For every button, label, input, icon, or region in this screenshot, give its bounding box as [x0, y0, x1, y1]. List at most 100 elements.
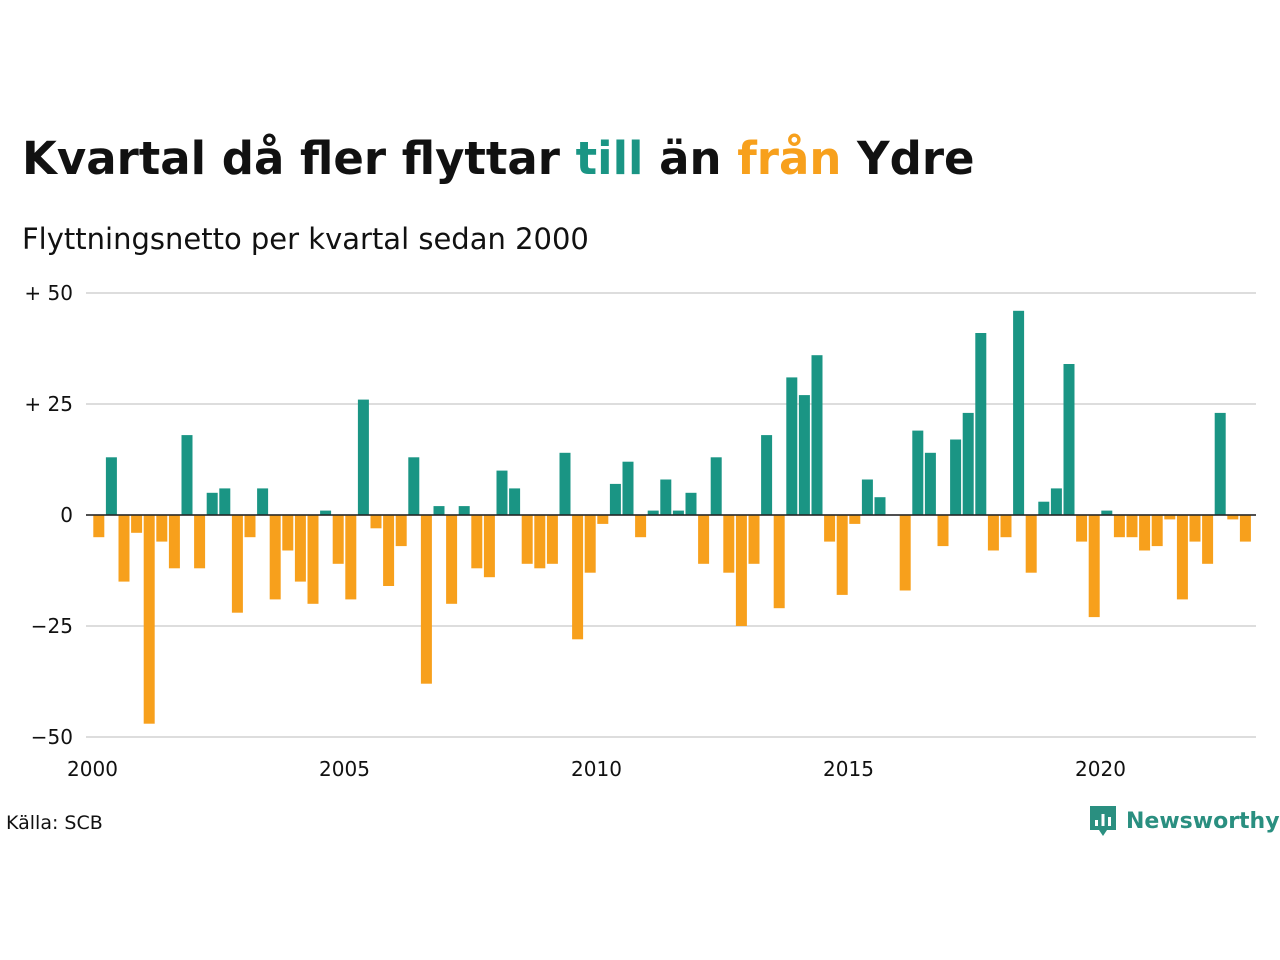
title-fran-highlight: från: [737, 132, 842, 185]
bar: [924, 452, 936, 515]
bar: [1164, 515, 1176, 520]
bar: [219, 488, 231, 515]
bar: [395, 515, 407, 547]
bar: [635, 515, 647, 538]
bar: [446, 515, 458, 604]
bar: [483, 515, 495, 578]
chart-title: Kvartal då fler flyttar till än från Ydr…: [22, 132, 975, 185]
bar: [231, 515, 243, 613]
bar: [1239, 515, 1251, 542]
bar: [282, 515, 294, 551]
bar: [1000, 515, 1012, 538]
bar-chart: + 50 + 25 0 −25 −50 2000 2005 2010 2015 2020: [24, 281, 1256, 781]
y-tick-label: 0: [60, 503, 73, 527]
bar: [1151, 515, 1163, 547]
bar: [420, 515, 432, 684]
bar: [1013, 310, 1025, 515]
bar: [370, 515, 382, 529]
bar: [521, 515, 533, 564]
bar: [1202, 515, 1214, 564]
bar: [383, 515, 395, 586]
chart-subtitle: Flyttningsnetto per kvartal sedan 2000: [22, 222, 589, 256]
bar: [798, 395, 810, 515]
bar: [861, 479, 873, 515]
y-tick-label: + 50: [24, 281, 73, 305]
title-part-3: Ydre: [841, 132, 975, 185]
bar: [1189, 515, 1201, 542]
bar: [698, 515, 710, 564]
bar: [294, 515, 306, 582]
bar: [105, 457, 117, 515]
x-tick-label: 2015: [823, 757, 874, 781]
y-tick-label: −25: [31, 614, 73, 638]
brand-logo: Newsworthy: [1088, 804, 1280, 838]
bar: [748, 515, 760, 564]
bar: [987, 515, 999, 551]
bar: [647, 510, 659, 515]
bar: [1076, 515, 1088, 542]
bar: [572, 515, 584, 640]
bar: [194, 515, 206, 569]
bar: [950, 439, 962, 515]
y-tick-label: + 25: [24, 392, 73, 416]
bar: [597, 515, 609, 524]
bar: [357, 399, 369, 515]
source-label: Källa: SCB: [6, 812, 103, 834]
bar: [685, 492, 697, 515]
bar: [181, 435, 193, 515]
bar: [584, 515, 596, 573]
bar: [622, 461, 634, 515]
bar: [1176, 515, 1188, 600]
bar: [874, 497, 886, 515]
title-part-2: än: [643, 132, 738, 185]
bar: [509, 488, 521, 515]
bar: [836, 515, 848, 595]
bar: [156, 515, 168, 542]
bar: [786, 377, 798, 515]
y-tick-label: −50: [31, 725, 73, 749]
bar: [1050, 488, 1062, 515]
bar: [496, 470, 508, 515]
x-tick-label: 2000: [67, 757, 118, 781]
bar: [471, 515, 483, 569]
bar: [143, 515, 155, 724]
x-tick-label: 2010: [571, 757, 622, 781]
bar: [433, 506, 445, 515]
bar: [761, 435, 773, 515]
bar: [93, 515, 105, 538]
bar: [1113, 515, 1125, 538]
x-tick-label: 2005: [319, 757, 370, 781]
bar: [118, 515, 130, 582]
bar: [168, 515, 180, 569]
bar: [244, 515, 256, 538]
bar: [458, 506, 470, 515]
bar: [962, 412, 974, 515]
bar: [609, 483, 621, 515]
bar: [269, 515, 281, 600]
bar: [899, 515, 911, 591]
bar: [559, 452, 571, 515]
bar: [320, 510, 332, 515]
bar: [849, 515, 861, 524]
bar: [332, 515, 344, 564]
bar: [1227, 515, 1239, 520]
newsworthy-logo-icon: [1090, 806, 1116, 836]
bar: [975, 333, 987, 515]
bar: [345, 515, 357, 600]
bar: [773, 515, 785, 609]
bar: [660, 479, 672, 515]
bar: [735, 515, 747, 626]
bar: [307, 515, 319, 604]
bar: [1063, 364, 1075, 515]
bar: [937, 515, 949, 547]
title-part-1: Kvartal då fler flyttar: [22, 132, 576, 185]
bar: [723, 515, 735, 573]
bar: [1088, 515, 1100, 618]
bar: [534, 515, 546, 569]
bar: [206, 492, 218, 515]
bar: [408, 457, 420, 515]
bar: [546, 515, 558, 564]
brand-name: Newsworthy: [1126, 808, 1280, 834]
bar: [710, 457, 722, 515]
bar: [1126, 515, 1138, 538]
